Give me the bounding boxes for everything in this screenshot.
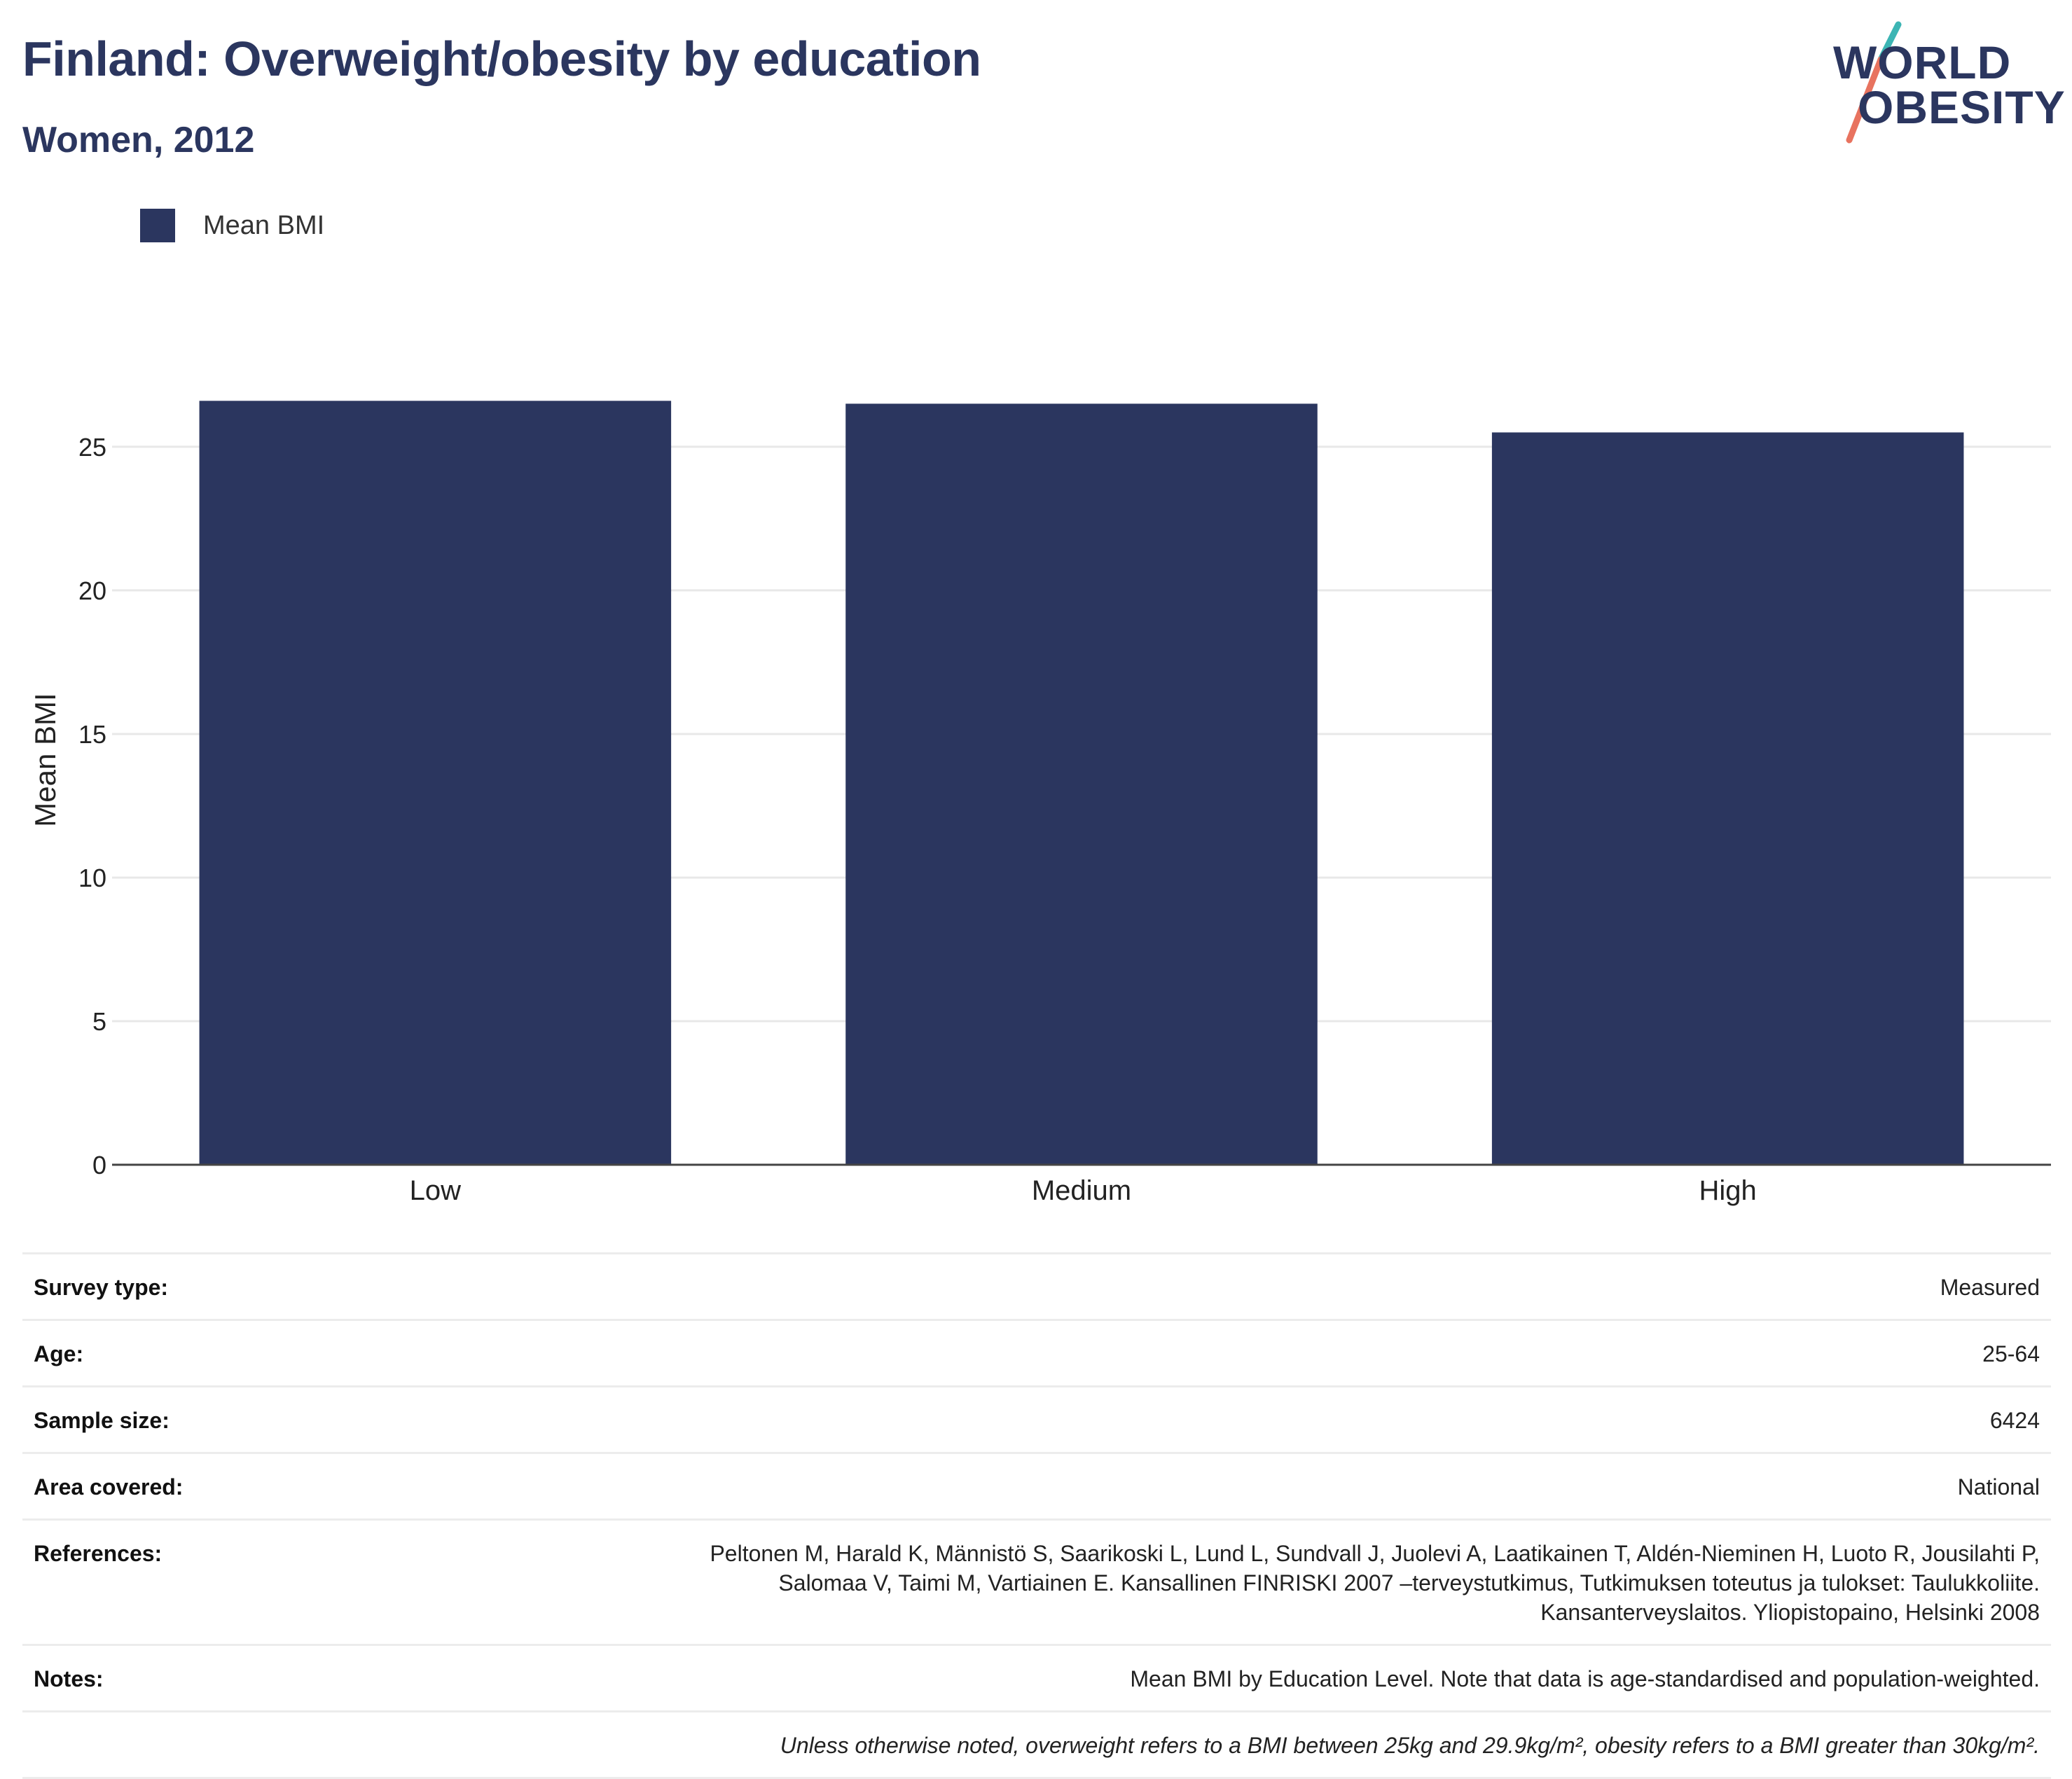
bar-medium (845, 403, 1318, 1165)
meta-row-age: Age: 25-64 (22, 1319, 2051, 1385)
logo-slash-icon (1846, 21, 1902, 144)
logo-word-world: WORLD (1833, 36, 2012, 88)
y-tick-label: 20 (78, 576, 106, 605)
meta-value: 6424 (1989, 1408, 2040, 1433)
y-tick-label: 10 (78, 864, 106, 892)
y-tick-label: 0 (92, 1151, 106, 1179)
meta-label: Survey type: (34, 1275, 169, 1300)
y-tick-label: 15 (78, 720, 106, 749)
meta-value: Mean BMI by Education Level. Note that d… (1130, 1666, 2040, 1691)
meta-row-survey-type: Survey type: Measured (22, 1252, 2051, 1319)
meta-label: Age: (34, 1341, 84, 1366)
chart-subtitle: Women, 2012 (22, 120, 255, 160)
meta-value: Unless otherwise noted, overweight refer… (780, 1733, 2040, 1758)
world-obesity-logo: WORLD OBESITY (1821, 21, 2065, 147)
bar-chart: 0 5 10 15 20 25 Low Medium High (78, 401, 2051, 1206)
x-tick-label: Medium (1032, 1175, 1131, 1206)
metadata-table: Survey type: Measured Age: 25-64 Sample … (22, 1252, 2051, 1779)
meta-row-references: References: Peltonen M, Harald K, Männis… (22, 1518, 2051, 1644)
x-tick-label: High (1699, 1175, 1757, 1206)
meta-row-sample-size: Sample size: 6424 (22, 1385, 2051, 1452)
y-tick-label: 5 (92, 1007, 106, 1036)
meta-label: Area covered: (34, 1474, 184, 1500)
meta-row-area: Area covered: National (22, 1452, 2051, 1518)
y-axis-title: Mean BMI (29, 693, 62, 827)
meta-label: Sample size: (34, 1408, 170, 1433)
meta-label: Notes: (34, 1666, 104, 1691)
bar-low (199, 401, 672, 1165)
legend-label: Mean BMI (203, 210, 325, 240)
meta-row-notes: Notes: Mean BMI by Education Level. Note… (22, 1644, 2051, 1710)
meta-value: 25-64 (1982, 1341, 2040, 1366)
y-tick-label: 25 (78, 433, 106, 462)
meta-value: Measured (1940, 1275, 2040, 1300)
legend-swatch (140, 209, 175, 242)
meta-value: National (1957, 1474, 2040, 1500)
logo-word-obesity: OBESITY (1858, 81, 2066, 133)
legend[interactable]: Mean BMI (140, 209, 324, 242)
bar-high (1491, 432, 1964, 1165)
chart-title: Finland: Overweight/obesity by education (22, 32, 981, 86)
meta-label: References: (34, 1541, 163, 1566)
meta-row-definition: Unless otherwise noted, overweight refer… (22, 1710, 2051, 1779)
meta-value: Peltonen M, Harald K, Männistö S, Saarik… (710, 1541, 2040, 1625)
x-tick-label: Low (410, 1175, 461, 1206)
